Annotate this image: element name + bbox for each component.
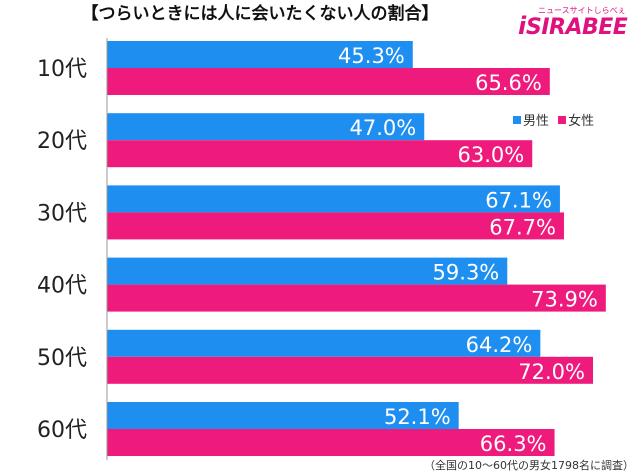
bar-male bbox=[107, 113, 425, 141]
legend-item-female: 女性 bbox=[558, 114, 594, 129]
logo-mark-icon: i bbox=[518, 12, 527, 40]
legend-swatch-female bbox=[558, 116, 567, 124]
category-label: 20代 bbox=[37, 129, 87, 154]
category-label: 30代 bbox=[37, 201, 87, 226]
footnote: （全国の10～60代の男女1798名に調査） bbox=[424, 459, 634, 472]
logo-tagline: ニュースサイトしらべぇ bbox=[538, 6, 626, 15]
category-label: 10代 bbox=[37, 57, 87, 82]
value-label: 67.1% bbox=[485, 188, 552, 212]
bar-female bbox=[107, 212, 564, 240]
bar-female bbox=[107, 140, 533, 168]
category-label: 50代 bbox=[37, 346, 87, 371]
value-label: 59.3% bbox=[433, 261, 500, 285]
value-label: 72.0% bbox=[518, 360, 585, 384]
sirabee-logo: i ニュースサイトしらべぇ SIRABEE bbox=[518, 3, 636, 47]
value-label: 66.3% bbox=[480, 432, 547, 456]
bar-female bbox=[107, 284, 606, 312]
legend-swatch-male bbox=[513, 116, 521, 124]
legend-label-female: 女性 bbox=[568, 114, 595, 129]
legend-label-male: 男性 bbox=[523, 114, 550, 129]
bar-female bbox=[107, 68, 550, 95]
bar-male bbox=[107, 185, 560, 213]
bar-male bbox=[107, 329, 541, 357]
value-label: 45.3% bbox=[338, 44, 405, 68]
value-label: 64.2% bbox=[466, 333, 533, 357]
legend-item-male: 男性 bbox=[513, 114, 549, 129]
value-label: 67.7% bbox=[489, 215, 556, 239]
bar-male bbox=[107, 41, 413, 68]
value-label: 73.9% bbox=[531, 288, 598, 312]
bar-female bbox=[107, 429, 555, 456]
bar-female bbox=[107, 356, 593, 384]
category-label: 40代 bbox=[37, 274, 87, 299]
chart-title: 【つらいときには人に会いたくない人の割合】 bbox=[81, 4, 439, 24]
value-label: 52.1% bbox=[384, 405, 451, 429]
category-label: 60代 bbox=[37, 418, 87, 443]
value-label: 63.0% bbox=[458, 143, 525, 167]
logo-brand: SIRABEE bbox=[526, 15, 628, 40]
bar-male bbox=[107, 257, 508, 285]
value-label: 65.6% bbox=[475, 71, 542, 95]
value-label: 47.0% bbox=[350, 116, 417, 140]
bar-male bbox=[107, 402, 459, 429]
legend: 男性 女性 bbox=[513, 110, 599, 129]
